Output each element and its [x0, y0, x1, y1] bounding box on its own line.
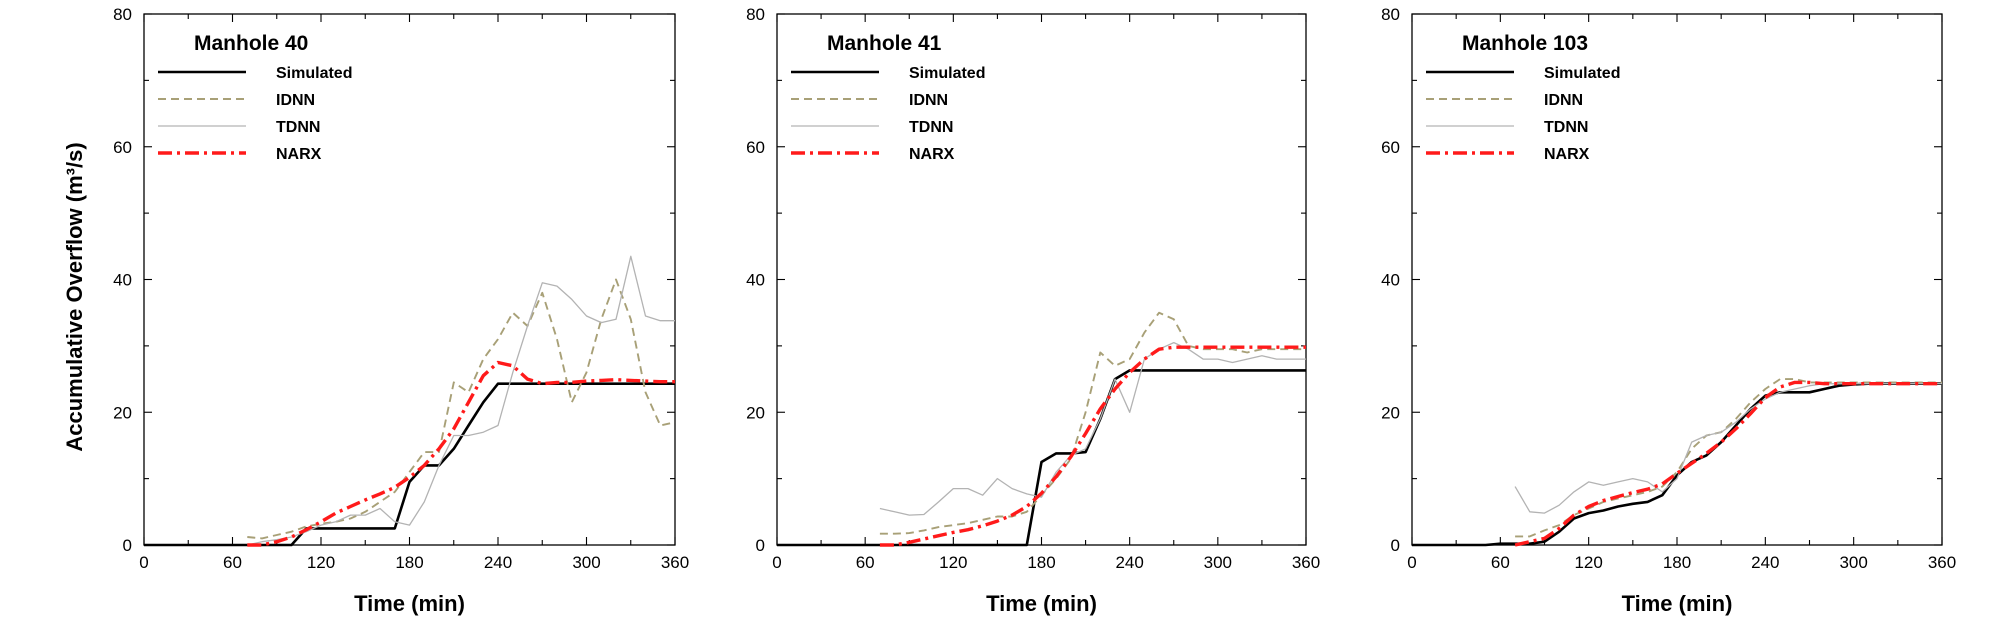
legend-label-simulated: Simulated [276, 65, 352, 82]
x-tick-label: 360 [661, 553, 689, 572]
x-axis-title: Time (min) [986, 591, 1097, 616]
x-axis-title: Time (min) [354, 591, 465, 616]
series-line-narx [879, 345, 1306, 547]
panels: 0 60 120 180 240 300 360 0 20 40 60 80 Time (min) Man… [113, 5, 1956, 616]
x-tick-label: 120 [1574, 553, 1602, 572]
x-tick-label: 120 [939, 553, 967, 572]
y-tick-label: 40 [113, 271, 132, 290]
x-tick-label: 0 [1407, 553, 1416, 572]
x-tick-label: 240 [484, 553, 512, 572]
legend-label-narx: NARX [1544, 146, 1590, 163]
x-tick-label: 0 [139, 553, 148, 572]
y-tick-label: 80 [746, 5, 765, 24]
legend-label-tdnn: TDNN [909, 119, 953, 136]
legend-label-idnn: IDNN [276, 92, 315, 109]
legend-label-simulated: Simulated [1544, 65, 1620, 82]
x-tick-label: 180 [1027, 553, 1055, 572]
y-tick-label: 60 [746, 138, 765, 157]
panel-title: Manhole 41 [827, 32, 942, 55]
x-tick-label: 180 [395, 553, 423, 572]
y-tick-label: 80 [1381, 5, 1400, 24]
x-tick-label: 360 [1928, 553, 1956, 572]
legend-label-idnn: IDNN [909, 92, 948, 109]
x-tick-label: 180 [1663, 553, 1691, 572]
plot-frame [1411, 13, 1943, 546]
series-line-idnn [247, 278, 676, 540]
series-line-simulated [777, 369, 1306, 547]
series-line-idnn [879, 311, 1306, 535]
x-tick-label: 240 [1751, 553, 1779, 572]
legend-label-narx: NARX [909, 146, 955, 163]
chart-panel-2: 0 60 120 180 240 300 360 0 20 40 60 80 Time (min) Man… [746, 5, 1320, 616]
y-tick-label: 20 [746, 403, 765, 422]
y-axis-title: Accumulative Overflow (m³/s) [62, 142, 87, 451]
y-tick-label: 0 [1391, 536, 1400, 555]
y-tick-label: 0 [123, 536, 132, 555]
series-line-tdnn [247, 255, 675, 546]
y-tick-label: 80 [113, 5, 132, 24]
y-tick-label: 60 [113, 138, 132, 157]
legend-label-simulated: Simulated [909, 65, 985, 82]
x-tick-label: 60 [223, 553, 242, 572]
x-tick-label: 300 [1204, 553, 1232, 572]
legend-label-tdnn: TDNN [1544, 119, 1588, 136]
x-tick-label: 360 [1292, 553, 1320, 572]
series-line-idnn [1515, 378, 1942, 538]
panel-title: Manhole 40 [194, 32, 308, 55]
chart-panel-3: 0 60 120 180 240 300 360 0 20 40 60 80 Time (min) Man… [1381, 5, 1956, 616]
series-line-tdnn [1514, 383, 1942, 514]
series-line-narx [1514, 380, 1942, 547]
panel-title: Manhole 103 [1462, 32, 1588, 55]
chart-panel-1: 0 60 120 180 240 300 360 0 20 40 60 80 Time (min) Man… [113, 5, 689, 616]
x-tick-label: 120 [307, 553, 335, 572]
y-tick-label: 40 [746, 271, 765, 290]
series-line-tdnn [879, 341, 1306, 516]
series-line-narx [247, 360, 675, 547]
legend-label-narx: NARX [276, 146, 322, 163]
legend-label-idnn: IDNN [1544, 92, 1583, 109]
x-tick-label: 240 [1115, 553, 1143, 572]
x-tick-label: 0 [772, 553, 781, 572]
series-line-simulated [144, 382, 675, 547]
x-tick-label: 300 [572, 553, 600, 572]
legend-label-tdnn: TDNN [276, 119, 320, 136]
y-tick-label: 60 [1381, 138, 1400, 157]
y-tick-label: 0 [756, 536, 765, 555]
x-tick-label: 60 [1491, 553, 1510, 572]
plot-frame [143, 13, 676, 546]
x-axis-title: Time (min) [1622, 591, 1733, 616]
x-tick-label: 300 [1839, 553, 1867, 572]
y-tick-label: 20 [113, 403, 132, 422]
x-tick-label: 60 [856, 553, 875, 572]
series-line-simulated [1412, 382, 1942, 547]
y-tick-label: 20 [1381, 403, 1400, 422]
y-tick-label: 40 [1381, 271, 1400, 290]
